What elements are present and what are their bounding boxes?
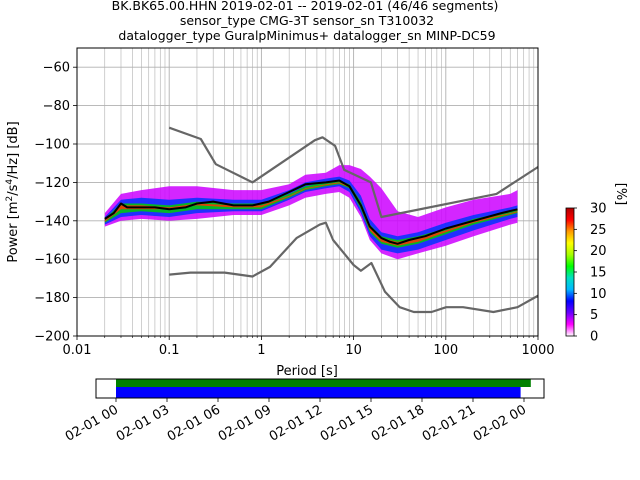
- noise-models: [168, 126, 538, 314]
- figure-title-line-3: datalogger_type GuralpMinimus+ datalogge…: [118, 28, 495, 43]
- coverage-tick-label: 02-01 06: [165, 402, 223, 444]
- colorbar-tick-label: 30: [590, 202, 607, 217]
- mean-psd-curve: [104, 179, 518, 245]
- y-tick-label: −160: [34, 253, 70, 268]
- figure-title-line-1: BK.BK65.00.HHN 2019-02-01 -- 2019-02-01 …: [112, 0, 499, 13]
- y-tick-label: −60: [43, 61, 70, 76]
- coverage-bars: [116, 379, 531, 398]
- y-axis-label: Power [m2/s4/Hz] [dB]: [5, 121, 21, 262]
- y-tick-label: −200: [34, 330, 70, 345]
- colorbar-tick-label: 0: [590, 330, 598, 345]
- x-tick-label: 0.1: [159, 343, 180, 358]
- colorbar: 0 5 10 15 20 25 30 [%]: [565, 183, 628, 345]
- coverage-tick-label: 02-02 00: [471, 402, 529, 444]
- coverage-tick-label: 02-01 09: [216, 402, 274, 444]
- coverage-tick-label: 02-01 12: [267, 402, 325, 444]
- coverage-tick-label: 02-01 03: [114, 402, 172, 444]
- colorbar-tick-label: 20: [590, 244, 607, 259]
- noise-model-nhnm: [168, 126, 538, 219]
- colorbar-tick-label: 10: [590, 287, 607, 302]
- y-tick-label: −100: [34, 138, 70, 153]
- pdf-heatmap: [104, 165, 518, 260]
- coverage-tick-label: 02-01 15: [318, 402, 376, 444]
- x-tick-label: 10: [345, 343, 362, 358]
- y-tick-label: −180: [34, 291, 70, 306]
- x-tick-label: 1000: [521, 343, 554, 358]
- x-tick-label: 100: [433, 343, 458, 358]
- colorbar-tick-label: 15: [590, 266, 607, 281]
- y-tick-label: −140: [34, 214, 70, 229]
- x-tick-label: 1: [257, 343, 265, 358]
- colorbar-label: [%]: [613, 183, 628, 206]
- x-axis-label: Period [s]: [276, 364, 338, 379]
- x-tick-label: 0.01: [63, 343, 92, 358]
- y-ticks: −200 −180 −160 −140 −120 −100 −80 −60: [34, 61, 77, 345]
- colorbar-gradient: [565, 207, 575, 337]
- mean-psd-line: [104, 179, 518, 245]
- y-tick-label: −120: [34, 176, 70, 191]
- coverage-tick-label: 02-01 18: [369, 402, 427, 444]
- coverage-tick-label: 02-01 00: [63, 402, 121, 444]
- plot-frame: [76, 47, 539, 337]
- colorbar-ticks: 0 5 10 15 20 25 30: [574, 202, 607, 345]
- pdf-band-p-15: [104, 176, 518, 254]
- colorbar-tick-label: 25: [590, 223, 607, 238]
- colorbar-tick-label: 5: [590, 308, 598, 323]
- ppsd-axes: 0.01 0.1 1 10 100 1000 −200 −180 −160 −140 −120 −1…: [5, 47, 555, 379]
- figure-title-line-2: sensor_type CMG-3T sensor_sn T310032: [180, 13, 434, 28]
- x-ticks: 0.01 0.1 1 10 100 1000: [63, 336, 555, 358]
- coverage-tick-label: 02-01 21: [420, 402, 478, 444]
- noise-model-nlnm: [169, 221, 538, 314]
- coverage-data-bar: [116, 379, 531, 387]
- coverage-used-bar: [116, 387, 521, 398]
- y-tick-label: −80: [43, 99, 70, 114]
